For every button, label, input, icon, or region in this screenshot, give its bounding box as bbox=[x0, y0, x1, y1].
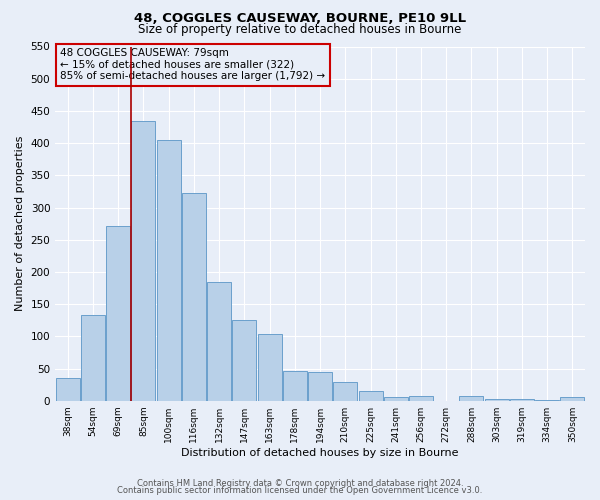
Bar bbox=[182, 194, 206, 400]
Text: Size of property relative to detached houses in Bourne: Size of property relative to detached ho… bbox=[139, 22, 461, 36]
Bar bbox=[257, 334, 281, 400]
X-axis label: Distribution of detached houses by size in Bourne: Distribution of detached houses by size … bbox=[181, 448, 459, 458]
Y-axis label: Number of detached properties: Number of detached properties bbox=[15, 136, 25, 312]
Bar bbox=[106, 226, 130, 400]
Bar bbox=[207, 282, 231, 401]
Text: Contains public sector information licensed under the Open Government Licence v3: Contains public sector information licen… bbox=[118, 486, 482, 495]
Text: 48, COGGLES CAUSEWAY, BOURNE, PE10 9LL: 48, COGGLES CAUSEWAY, BOURNE, PE10 9LL bbox=[134, 12, 466, 26]
Bar bbox=[409, 396, 433, 400]
Bar bbox=[232, 320, 256, 400]
Text: 48 COGGLES CAUSEWAY: 79sqm
← 15% of detached houses are smaller (322)
85% of sem: 48 COGGLES CAUSEWAY: 79sqm ← 15% of deta… bbox=[61, 48, 326, 82]
Bar bbox=[131, 120, 155, 400]
Bar bbox=[460, 396, 484, 400]
Bar bbox=[560, 398, 584, 400]
Bar bbox=[81, 315, 105, 400]
Bar bbox=[157, 140, 181, 400]
Bar bbox=[283, 371, 307, 400]
Bar bbox=[334, 382, 357, 400]
Bar bbox=[359, 391, 383, 400]
Text: Contains HM Land Registry data © Crown copyright and database right 2024.: Contains HM Land Registry data © Crown c… bbox=[137, 478, 463, 488]
Bar bbox=[56, 378, 80, 400]
Bar bbox=[308, 372, 332, 400]
Bar bbox=[384, 397, 408, 400]
